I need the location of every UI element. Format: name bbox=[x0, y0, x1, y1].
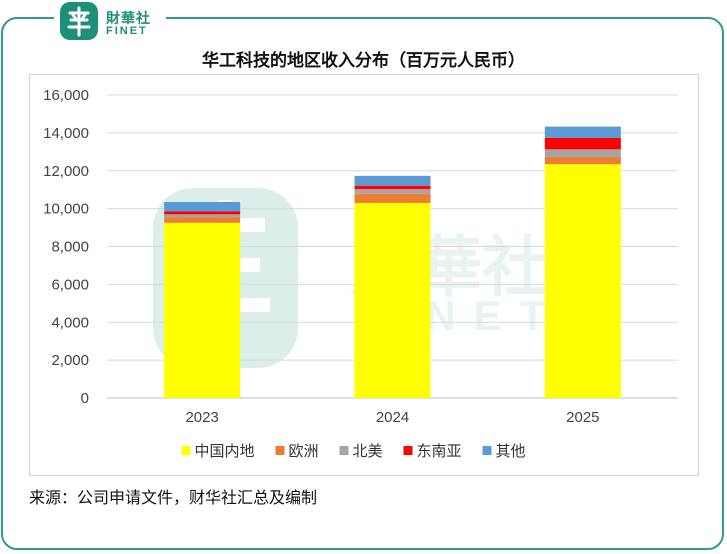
brand-name-en: FINET bbox=[106, 25, 148, 37]
y-tick-label: 4,000 bbox=[51, 314, 89, 331]
x-tick-label: 2024 bbox=[376, 409, 409, 426]
y-tick-label: 0 bbox=[81, 390, 89, 407]
legend-swatch bbox=[181, 446, 191, 455]
y-tick-label: 16,000 bbox=[43, 87, 89, 104]
bar-segment bbox=[164, 201, 241, 212]
y-tick-label: 2,000 bbox=[51, 352, 89, 369]
bar-segment bbox=[354, 175, 431, 186]
y-tick-label: 10,000 bbox=[43, 201, 89, 218]
brand-logo: 財華社 FINET bbox=[54, 0, 166, 44]
legend-label: 其他 bbox=[496, 442, 526, 460]
legend-swatch bbox=[339, 446, 349, 455]
bar-segment bbox=[544, 126, 621, 138]
x-tick-label: 2023 bbox=[185, 409, 218, 426]
bar-segment bbox=[164, 222, 241, 398]
bar-segment bbox=[544, 156, 621, 165]
legend-label: 中国内地 bbox=[195, 442, 255, 460]
x-tick-label: 2025 bbox=[566, 409, 599, 426]
chart-area bbox=[29, 74, 699, 476]
brand-name-cn: 財華社 bbox=[106, 11, 151, 27]
y-tick-label: 14,000 bbox=[43, 125, 89, 142]
bar-segment bbox=[354, 193, 431, 203]
bar-segment bbox=[164, 217, 241, 223]
chart-title: 华工科技的地区收入分布（百万元人民币） bbox=[202, 51, 525, 71]
y-tick-label: 8,000 bbox=[51, 239, 89, 256]
legend-swatch bbox=[482, 446, 492, 455]
legend-label: 欧洲 bbox=[289, 442, 319, 460]
source-note: 来源：公司申请文件，财华社汇总及编制 bbox=[29, 488, 318, 507]
bar-segment bbox=[354, 202, 431, 398]
legend-label: 北美 bbox=[353, 442, 383, 460]
bar-segment bbox=[544, 164, 621, 398]
y-tick-label: 6,000 bbox=[51, 276, 89, 293]
legend-label: 东南亚 bbox=[417, 442, 462, 460]
legend-swatch bbox=[275, 446, 285, 455]
legend-swatch bbox=[403, 446, 413, 455]
bar-segment bbox=[354, 189, 431, 194]
bar-segment bbox=[544, 137, 621, 150]
brand-seal-icon bbox=[60, 2, 98, 40]
bar-segment bbox=[354, 185, 431, 190]
y-tick-label: 12,000 bbox=[43, 163, 89, 180]
bar-segment bbox=[164, 211, 241, 215]
bar-segment bbox=[164, 214, 241, 218]
bar-segment bbox=[544, 149, 621, 157]
